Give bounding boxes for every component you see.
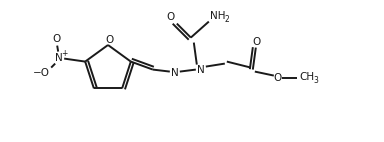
Text: N: N bbox=[197, 65, 205, 75]
Text: O: O bbox=[167, 12, 175, 22]
Text: O: O bbox=[253, 37, 261, 47]
Text: CH: CH bbox=[299, 72, 314, 82]
Text: N: N bbox=[171, 68, 179, 78]
Text: O: O bbox=[105, 35, 113, 44]
Text: 3: 3 bbox=[314, 76, 319, 85]
Text: +: + bbox=[61, 49, 67, 58]
Text: O: O bbox=[274, 73, 282, 83]
Text: 2: 2 bbox=[225, 15, 229, 24]
Text: N: N bbox=[55, 53, 63, 63]
Text: −O: −O bbox=[33, 68, 50, 78]
Text: O: O bbox=[52, 34, 60, 44]
Text: NH: NH bbox=[210, 11, 225, 21]
